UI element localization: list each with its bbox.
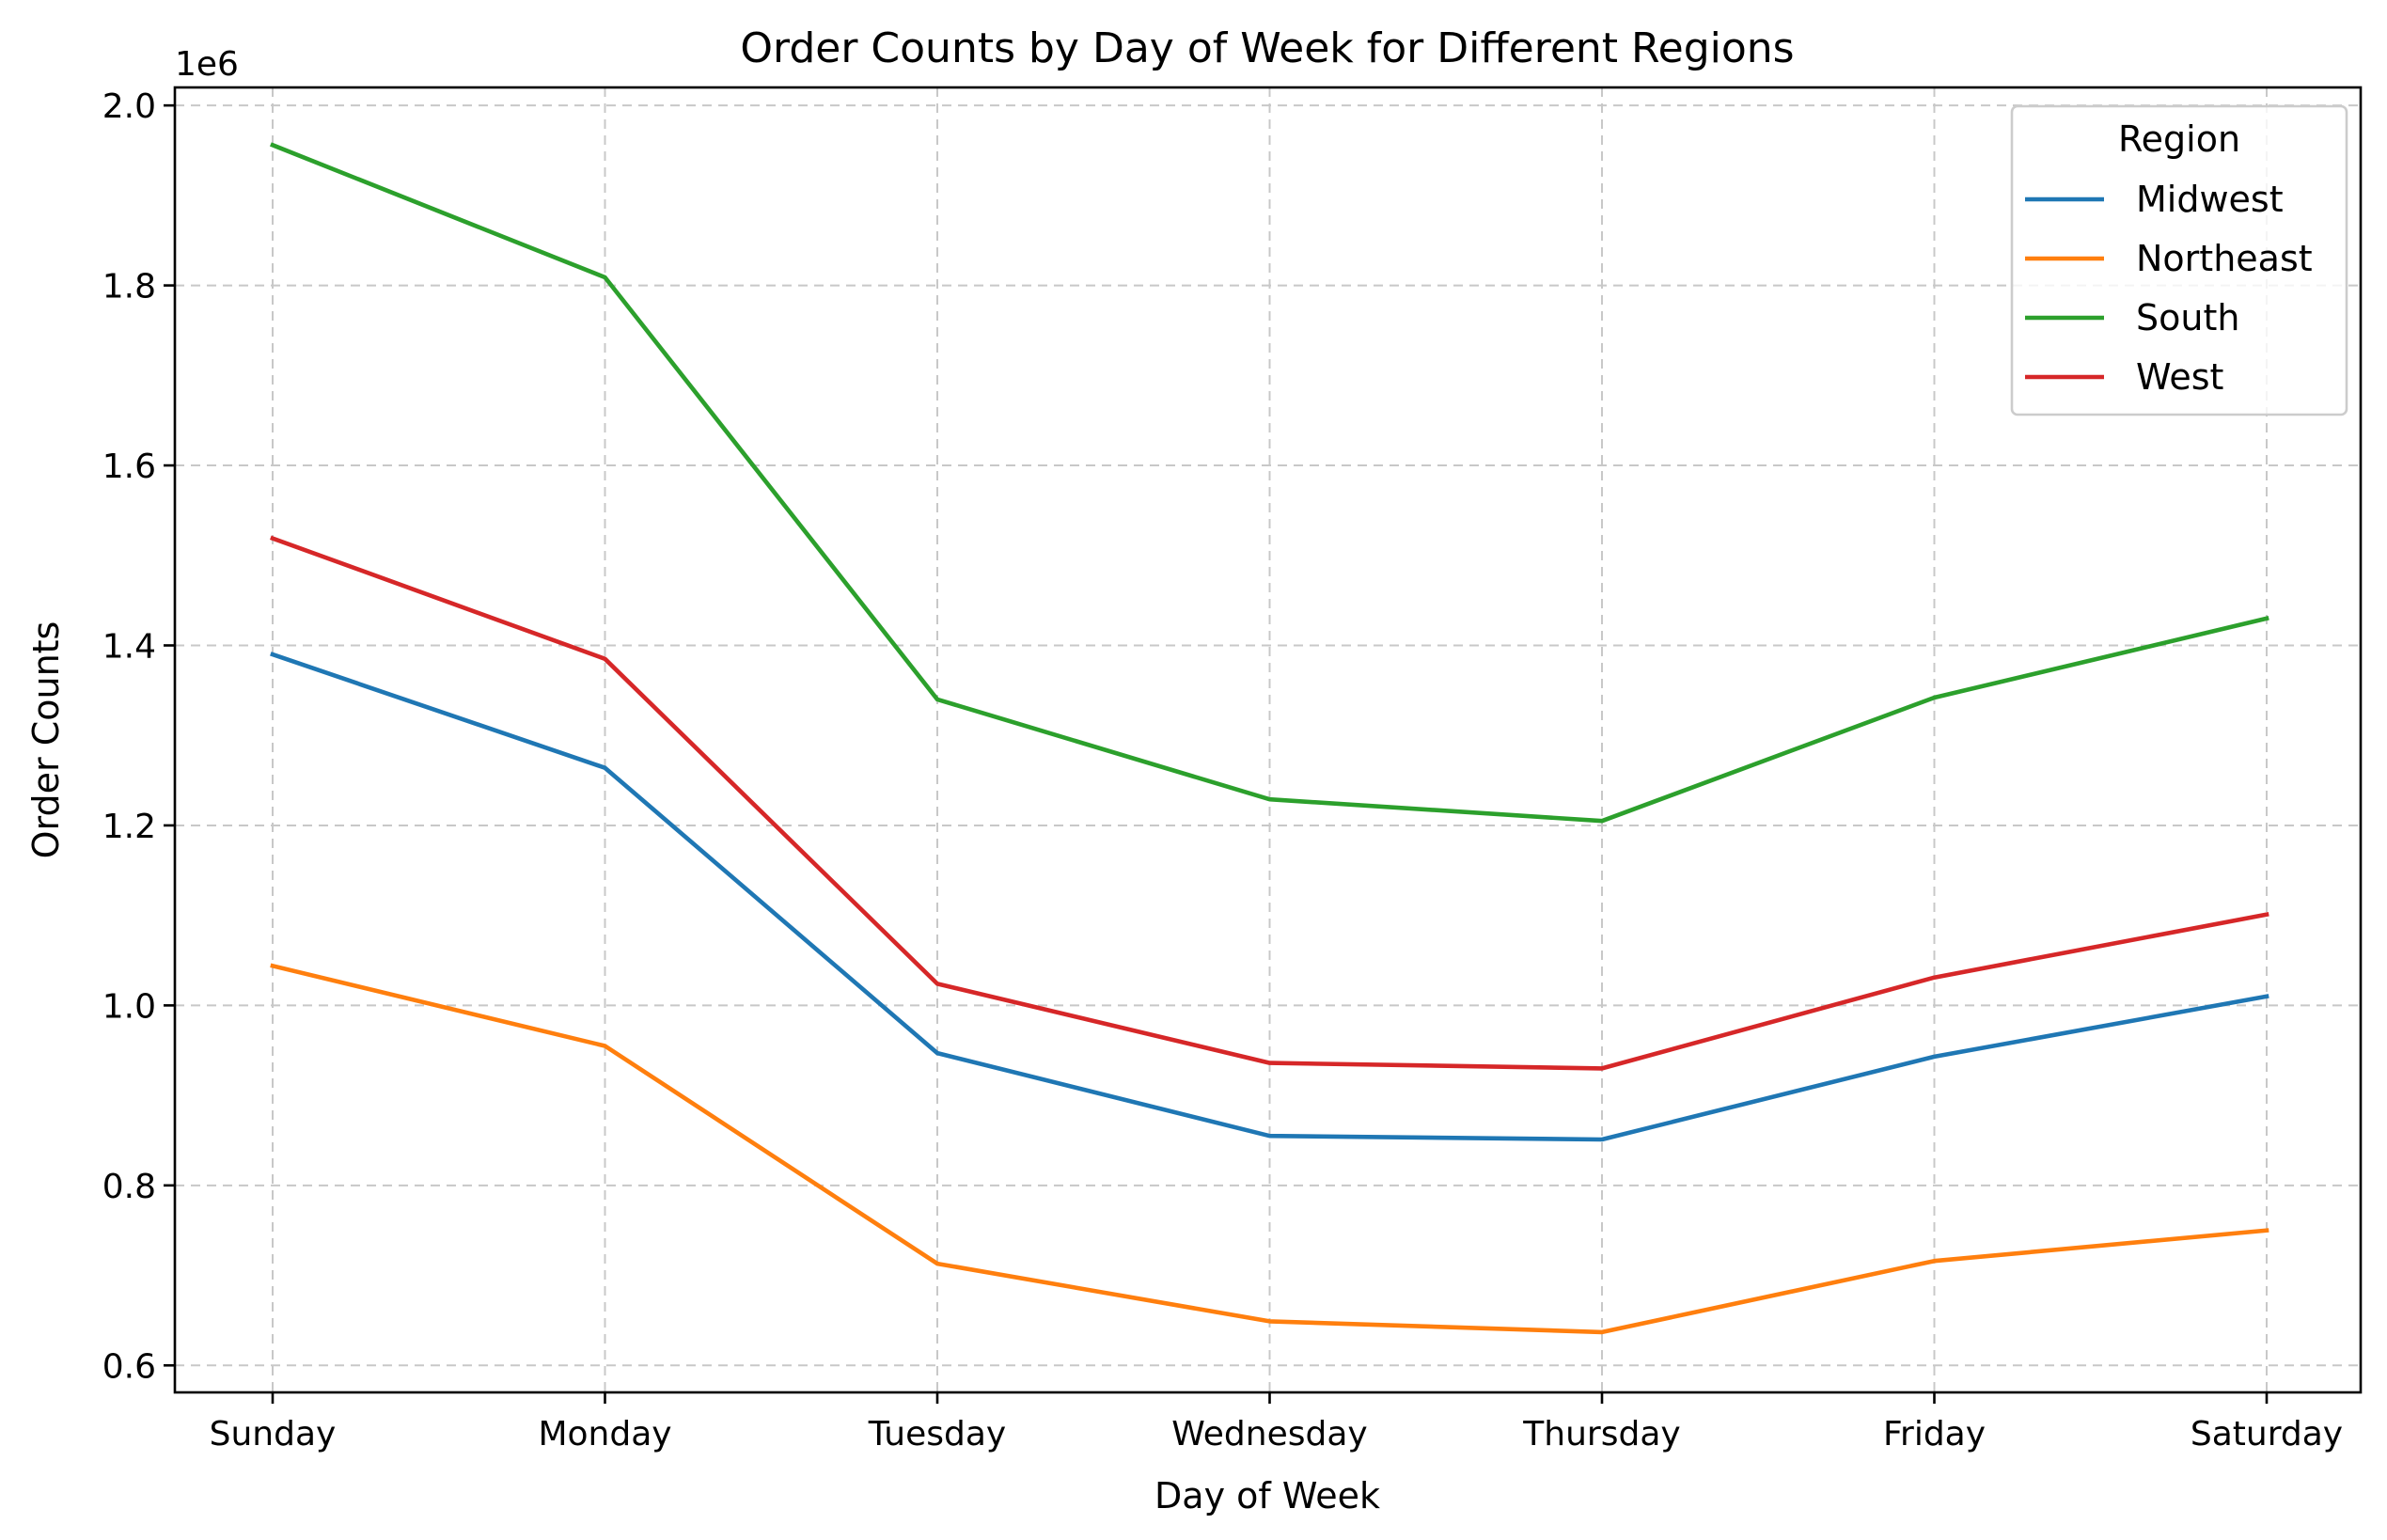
legend-label-midwest: Midwest [2136,179,2284,220]
y-tick-label: 1.4 [102,627,156,666]
legend-label-west: West [2136,356,2223,398]
legend-box [2010,104,2348,416]
series-line-south [270,142,2269,824]
x-axis-label: Day of Week [1154,1475,1380,1516]
legend-label-northeast: Northeast [2136,238,2313,279]
series-line-midwest [270,652,2269,1142]
x-tick-label: Tuesday [868,1415,1006,1454]
series-line-west [270,535,2269,1071]
plot-frame [173,86,2363,1394]
x-tick-label: Monday [538,1415,671,1454]
chart-title: Order Counts by Day of Week for Differen… [740,24,1794,72]
x-axis-ticks: Sunday Monday Tuesday Wednesday Thursday Frid… [210,1392,2343,1454]
y-tick-label: 0.8 [102,1168,156,1206]
series-line-northeast [270,963,2269,1335]
y-axis-label: Order Counts [25,621,67,859]
grid-lines [175,87,2361,1392]
x-tick-label: Thursday [1522,1415,1680,1454]
y-tick-label: 1.2 [102,808,156,846]
legend-label-south: South [2136,297,2239,338]
y-axis-ticks: 0.6 0.8 1.0 1.2 1.4 1.6 1.8 2.0 [102,87,175,1386]
y-axis-offset-label: 1e6 [175,45,239,84]
y-tick-label: 1.6 [102,448,156,486]
y-tick-label: 2.0 [102,87,156,126]
x-tick-label: Wednesday [1171,1415,1367,1454]
x-tick-label: Sunday [210,1415,337,1454]
x-tick-label: Friday [1883,1415,1986,1454]
x-tick-label: Saturday [2191,1415,2343,1454]
y-tick-label: 1.0 [102,987,156,1026]
legend-title: Region [2118,118,2240,160]
series-lines [270,142,2269,1335]
y-tick-label: 0.6 [102,1347,156,1386]
legend-items: Midwest Northeast South West [2025,179,2313,398]
legend: Region Midwest Northeast South West [2010,104,2348,416]
y-tick-label: 1.8 [102,268,156,306]
